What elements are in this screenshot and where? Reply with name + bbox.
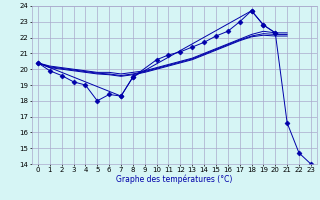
X-axis label: Graphe des températures (°C): Graphe des températures (°C) <box>116 175 233 184</box>
